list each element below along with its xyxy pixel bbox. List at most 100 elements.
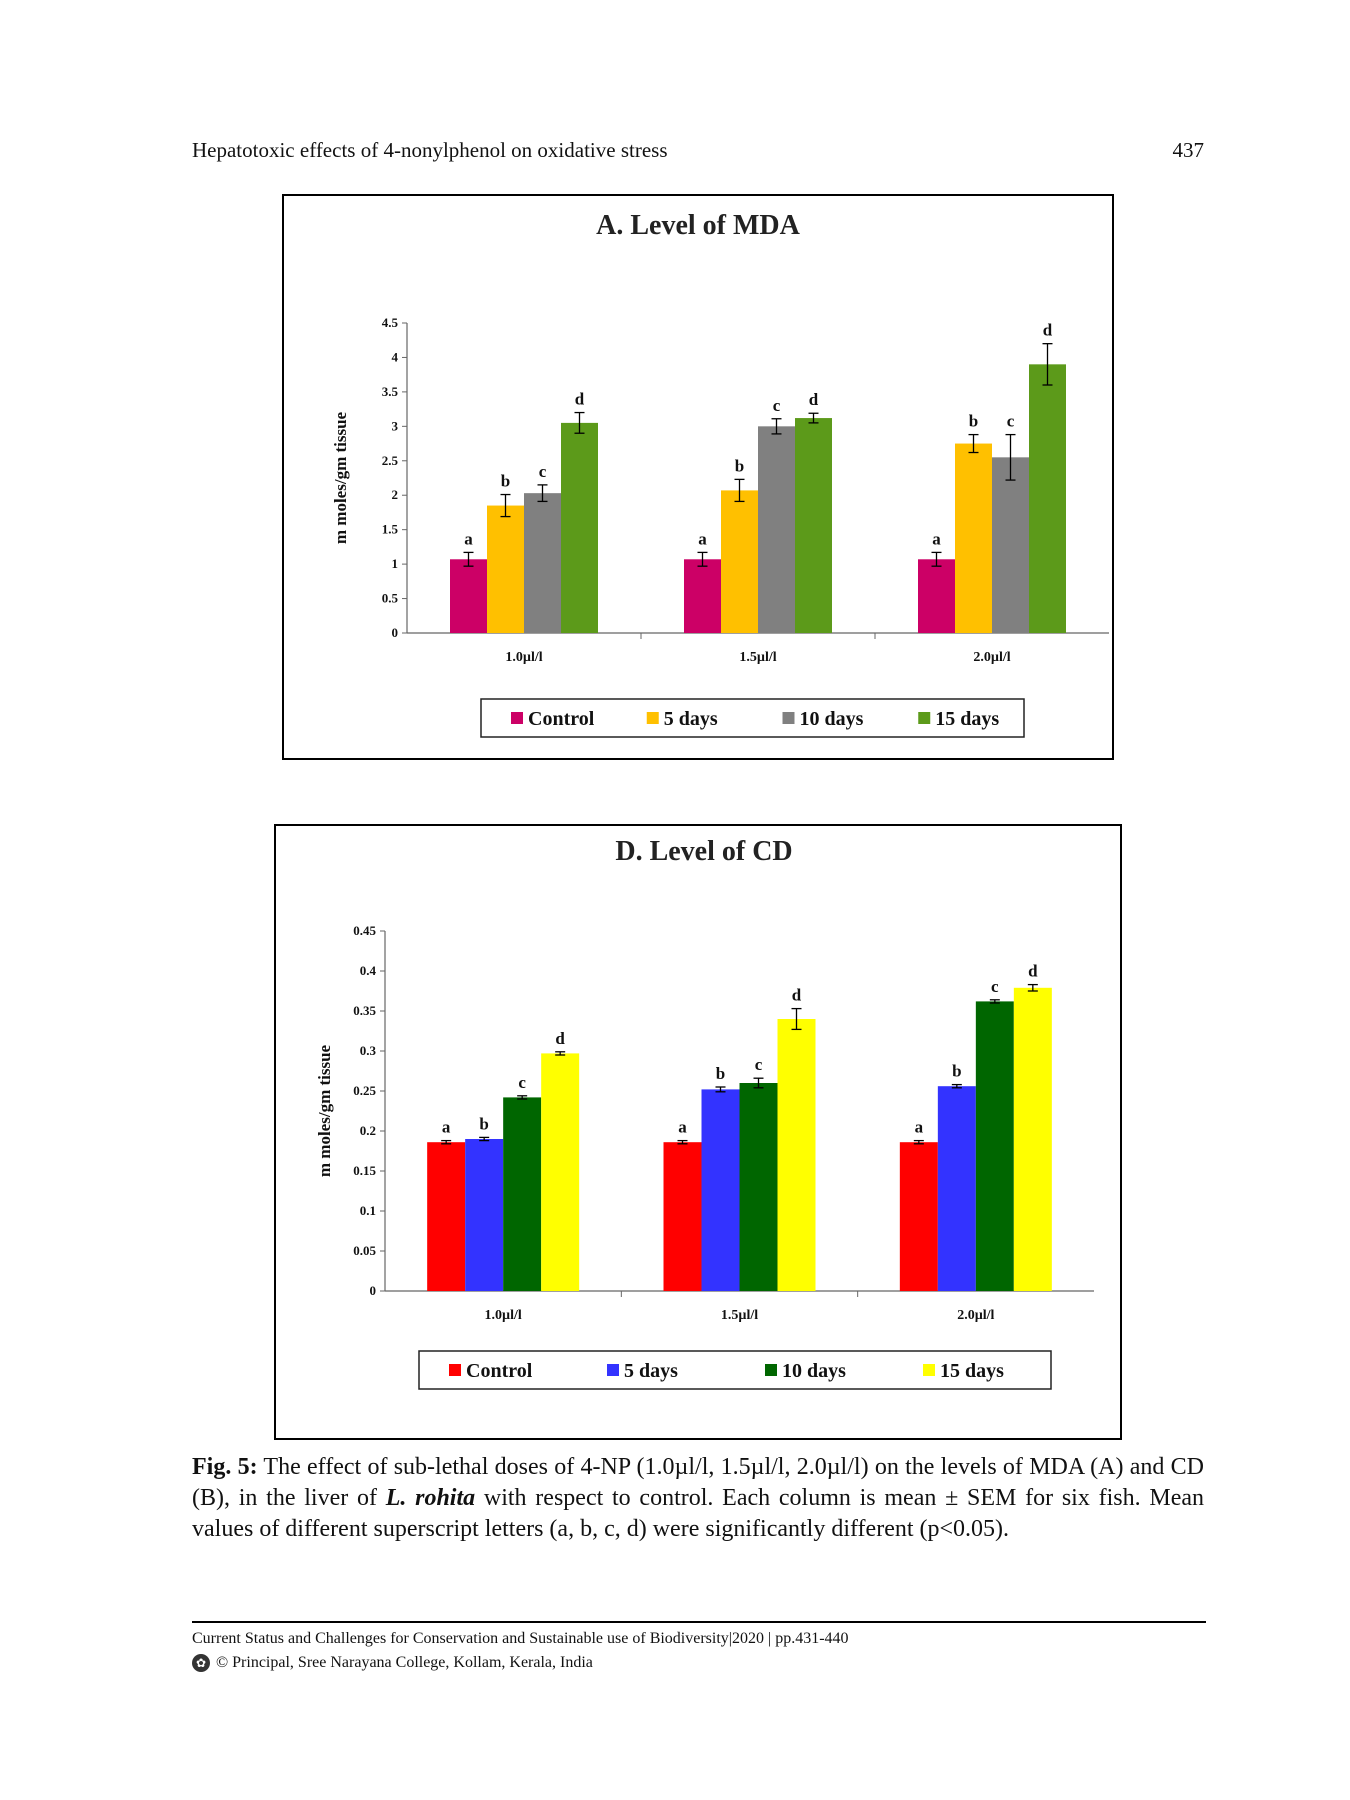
bar — [450, 559, 487, 633]
significance-letter: c — [539, 462, 547, 481]
bar — [524, 493, 561, 633]
bar — [684, 559, 721, 633]
legend-swatch — [511, 712, 523, 724]
caption-species: L. rohita — [385, 1485, 476, 1511]
bar — [992, 457, 1029, 633]
legend-label: 5 days — [664, 708, 718, 730]
bar — [937, 1086, 976, 1291]
significance-letter: d — [575, 390, 585, 409]
significance-letter: c — [991, 977, 999, 996]
x-category-label: 2.0µl/l — [973, 650, 1010, 665]
y-tick-label: 2.5 — [382, 453, 399, 468]
y-tick-label: 4.5 — [382, 315, 399, 330]
bar — [975, 1001, 1014, 1291]
legend-label: 10 days — [800, 708, 864, 730]
bar — [739, 1083, 778, 1291]
y-tick-label: 0.5 — [382, 591, 399, 606]
legend-swatch — [646, 712, 659, 724]
bar — [427, 1142, 466, 1291]
y-tick-label: 0.15 — [353, 1163, 376, 1178]
y-tick-label: 0 — [370, 1283, 377, 1298]
y-tick-label: 2 — [392, 487, 399, 502]
footer-copyright-text: © Principal, Sree Narayana College, Koll… — [216, 1654, 593, 1671]
y-tick-label: 4 — [392, 349, 399, 364]
x-category-label: 1.5µl/l — [739, 650, 776, 665]
footer-journal: Current Status and Challenges for Conser… — [192, 1630, 849, 1647]
legend-swatch — [782, 712, 795, 724]
chart-title: D. Level of CD — [615, 836, 792, 867]
figure-mda: A. Level of MDA m moles/gm tissue 0 0.5 1 1.5… — [282, 194, 1114, 760]
bar — [487, 505, 524, 633]
chart-mda: A. Level of MDA m moles/gm tissue 0 0.5 1 1.5… — [331, 210, 1109, 738]
caption-text-1: The effect of sub-lethal doses of 4-NP (… — [192, 1454, 1204, 1511]
y-tick-label: 0.4 — [360, 963, 377, 978]
x-category-label: 1.0µl/l — [505, 650, 542, 665]
significance-letter: a — [932, 529, 941, 548]
bar — [541, 1053, 580, 1291]
bar — [758, 426, 795, 633]
bar — [899, 1142, 938, 1291]
significance-letter: d — [1043, 321, 1053, 340]
significance-letter: c — [518, 1073, 526, 1092]
chart-cd: D. Level of CD m moles/gm tissue 0 0.05 0.1 0… — [315, 836, 1094, 1390]
x-category-label: 1.5µl/l — [721, 1308, 758, 1323]
significance-letter: b — [735, 456, 744, 475]
x-category-label: 2.0µl/l — [957, 1308, 994, 1323]
significance-letter: c — [773, 396, 781, 415]
legend-label: Control — [466, 1360, 533, 1382]
bar — [918, 559, 955, 633]
y-tick-label: 0.3 — [360, 1043, 377, 1058]
significance-letter: a — [678, 1118, 687, 1137]
y-tick-label: 1.5 — [382, 522, 399, 537]
y-axis-label: m moles/gm tissue — [331, 411, 350, 544]
y-tick-label: 0.25 — [353, 1083, 376, 1098]
running-title: Hepatotoxic effects of 4-nonylphenol on … — [192, 138, 668, 162]
legend-label: 5 days — [624, 1360, 678, 1382]
figure-caption: Fig. 5: The effect of sub-lethal doses o… — [192, 1452, 1204, 1545]
legend-swatch — [449, 1364, 461, 1376]
significance-letter: d — [1028, 962, 1038, 981]
legend-label: 15 days — [935, 708, 999, 730]
legend-swatch — [923, 1364, 935, 1376]
legend-swatch — [918, 712, 931, 724]
y-tick-label: 3.5 — [382, 384, 399, 399]
legend-box — [480, 698, 1025, 738]
significance-letter: d — [809, 390, 819, 409]
bar — [503, 1097, 542, 1291]
significance-letter: c — [1007, 412, 1015, 431]
bar — [795, 418, 832, 633]
footer-copyright: ✿ © Principal, Sree Narayana College, Ko… — [192, 1654, 593, 1672]
legend-swatch — [765, 1364, 777, 1376]
bar — [777, 1019, 816, 1291]
figure-cd: D. Level of CD m moles/gm tissue 0 0.05 0.1 0… — [274, 824, 1122, 1440]
running-header: Hepatotoxic effects of 4-nonylphenol on … — [192, 138, 1204, 168]
significance-letter: d — [792, 986, 802, 1005]
caption-text-2: with respect to control. Each column is … — [192, 1485, 1204, 1542]
y-tick-label: 0.2 — [360, 1123, 376, 1138]
chart-title: A. Level of MDA — [596, 210, 801, 241]
y-tick-label: 0 — [392, 625, 399, 640]
x-category-label: 1.0µl/l — [485, 1308, 522, 1323]
bar — [1029, 364, 1066, 633]
y-tick-label: 0.1 — [360, 1203, 376, 1218]
y-tick-label: 3 — [392, 418, 399, 433]
significance-letter: b — [952, 1062, 961, 1081]
bar — [663, 1142, 702, 1291]
legend-label: 10 days — [782, 1360, 846, 1382]
legend-label: 15 days — [940, 1360, 1004, 1382]
significance-letter: c — [755, 1055, 763, 1074]
significance-letter: b — [716, 1064, 725, 1083]
bar — [721, 490, 758, 633]
significance-letter: d — [555, 1029, 565, 1048]
significance-letter: a — [698, 529, 707, 548]
significance-letter: b — [969, 412, 978, 431]
significance-letter: a — [464, 529, 473, 548]
y-tick-label: 0.35 — [353, 1003, 376, 1018]
legend-box — [418, 1350, 1052, 1390]
y-tick-label: 0.45 — [353, 923, 376, 938]
footer-divider — [192, 1621, 1206, 1623]
bar — [1013, 987, 1052, 1291]
significance-letter: b — [479, 1114, 488, 1133]
y-axis-label: m moles/gm tissue — [315, 1044, 334, 1177]
caption-label: Fig. 5: — [192, 1454, 258, 1480]
